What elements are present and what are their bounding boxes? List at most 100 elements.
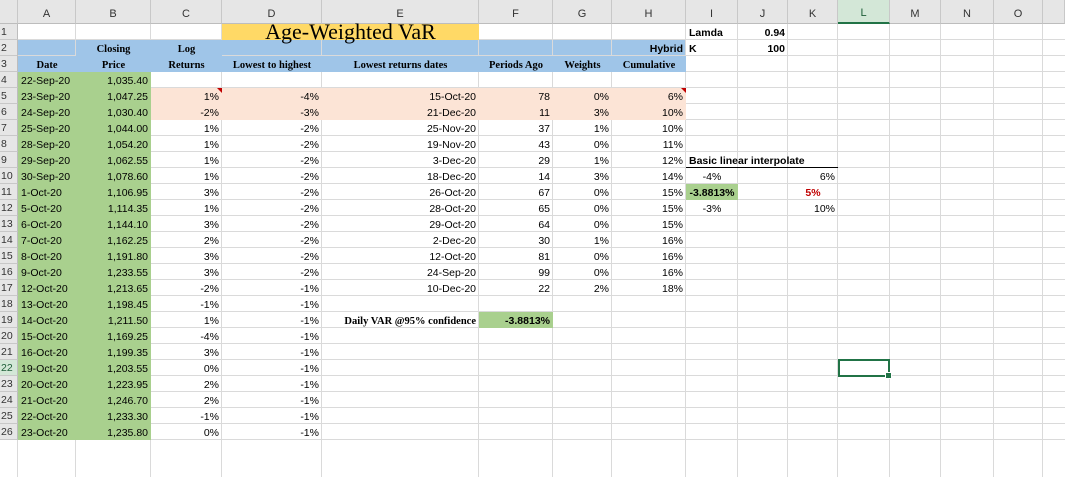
row-header-6[interactable]: 6 <box>0 104 18 120</box>
row-header-21[interactable]: 21 <box>0 344 18 360</box>
lowest-return-cell[interactable]: -1% <box>300 363 319 375</box>
column-header-E[interactable]: E <box>322 0 479 24</box>
sheet-title[interactable]: Age-Weighted VaR <box>265 19 436 44</box>
header-periods-ago[interactable]: Periods Ago <box>489 60 543 71</box>
column-header-O[interactable]: O <box>994 0 1043 24</box>
weight-cell[interactable]: 0% <box>593 91 609 103</box>
column-header-A[interactable]: A <box>18 0 76 24</box>
date-cell[interactable]: 19-Oct-20 <box>21 363 68 375</box>
row-header-8[interactable]: 8 <box>0 136 18 152</box>
row-header-5[interactable]: 5 <box>0 88 18 104</box>
var-label[interactable]: Daily VAR @95% confidence <box>344 316 476 327</box>
price-cell[interactable]: 1,169.25 <box>107 331 148 343</box>
row-header-25[interactable]: 25 <box>0 408 18 424</box>
lowest-return-cell[interactable]: -1% <box>300 299 319 311</box>
cumulative-cell[interactable]: 15% <box>661 219 683 231</box>
periods-ago-cell[interactable]: 78 <box>538 91 550 103</box>
header-log-l1[interactable]: Log <box>151 40 222 56</box>
price-cell[interactable]: 1,246.70 <box>107 395 148 407</box>
price-cell[interactable]: 1,044.00 <box>107 123 148 135</box>
weight-cell[interactable]: 0% <box>593 203 609 215</box>
log-return-cell[interactable]: 2% <box>203 379 219 391</box>
price-cell[interactable]: 1,213.65 <box>107 283 148 295</box>
date-cell[interactable]: 13-Oct-20 <box>21 299 68 311</box>
cumulative-cell[interactable]: 10% <box>661 107 683 119</box>
log-return-cell[interactable]: 1% <box>203 139 219 151</box>
cumulative-cell[interactable]: 14% <box>661 171 683 183</box>
periods-ago-cell[interactable]: 22 <box>538 283 550 295</box>
lowest-return-cell[interactable]: -2% <box>300 123 319 135</box>
lowest-return-cell[interactable]: -2% <box>300 267 319 279</box>
weight-cell[interactable]: 3% <box>593 107 609 119</box>
price-cell[interactable]: 1,144.10 <box>107 219 148 231</box>
cumulative-cell[interactable]: 11% <box>662 139 683 151</box>
row-header-11[interactable]: 11 <box>0 184 18 200</box>
column-header-I[interactable]: I <box>686 0 738 24</box>
price-cell[interactable]: 1,106.95 <box>107 187 148 199</box>
cumulative-cell[interactable]: 6% <box>612 88 686 104</box>
lowest-date-cell[interactable]: 10-Dec-20 <box>426 283 476 295</box>
date-cell[interactable]: 6-Oct-20 <box>21 219 62 231</box>
log-return-cell[interactable]: 2% <box>203 235 219 247</box>
price-cell[interactable]: 1,235.80 <box>107 427 148 439</box>
price-cell[interactable]: 1,162.25 <box>107 235 148 247</box>
date-cell[interactable]: 25-Sep-20 <box>21 123 71 135</box>
periods-ago-cell[interactable]: 67 <box>538 187 550 199</box>
row-header-20[interactable]: 20 <box>0 328 18 344</box>
log-return-cell[interactable]: 2% <box>203 395 219 407</box>
log-return-cell[interactable]: 1% <box>203 155 219 167</box>
lowest-return-cell[interactable]: -3% <box>300 107 319 119</box>
date-cell[interactable]: 14-Oct-20 <box>21 315 68 327</box>
row-header-7[interactable]: 7 <box>0 120 18 136</box>
interp-r3-right[interactable]: 10% <box>813 203 835 215</box>
interp-r2-right[interactable]: 5% <box>805 187 821 199</box>
cumulative-cell[interactable]: 16% <box>661 267 683 279</box>
lowest-date-cell[interactable]: 18-Dec-20 <box>426 171 476 183</box>
header-lowest-dates[interactable]: Lowest returns dates <box>353 60 448 71</box>
lowest-return-cell[interactable]: -2% <box>300 251 319 263</box>
periods-ago-cell[interactable]: 81 <box>538 251 550 263</box>
date-cell[interactable]: 30-Sep-20 <box>21 171 71 183</box>
lowest-return-cell[interactable]: -2% <box>300 171 319 183</box>
lowest-date-cell[interactable]: 21-Dec-20 <box>426 107 476 119</box>
fill-handle[interactable] <box>885 372 892 379</box>
date-cell[interactable]: 24-Sep-20 <box>21 107 71 119</box>
price-cell[interactable]: 1,199.35 <box>107 347 148 359</box>
selected-cell-L22[interactable] <box>838 359 892 379</box>
price-cell[interactable]: 1,211.50 <box>107 315 148 327</box>
column-header-H[interactable]: H <box>612 0 686 24</box>
lowest-date-cell[interactable]: 28-Oct-20 <box>429 203 476 215</box>
date-cell[interactable]: 29-Sep-20 <box>21 155 71 167</box>
date-cell[interactable]: 21-Oct-20 <box>21 395 68 407</box>
lowest-return-cell[interactable]: -2% <box>300 155 319 167</box>
date-cell[interactable]: 23-Sep-20 <box>21 91 71 103</box>
lowest-return-cell[interactable]: -2% <box>300 235 319 247</box>
cumulative-cell[interactable]: 18% <box>661 283 683 295</box>
interp-r1-left[interactable]: -4% <box>702 171 722 183</box>
price-cell[interactable]: 1,191.80 <box>107 251 148 263</box>
lowest-date-cell[interactable]: 2-Dec-20 <box>432 235 476 247</box>
lowest-date-cell[interactable]: 25-Nov-20 <box>426 123 476 135</box>
date-cell[interactable]: 9-Oct-20 <box>21 267 62 279</box>
lowest-return-cell[interactable]: -2% <box>300 187 319 199</box>
lowest-return-cell[interactable]: -1% <box>300 427 319 439</box>
hybrid-label[interactable]: Hybrid <box>649 43 683 55</box>
lowest-return-cell[interactable]: -4% <box>300 91 319 103</box>
periods-ago-cell[interactable]: 14 <box>538 171 550 183</box>
row-header-13[interactable]: 13 <box>0 216 18 232</box>
cumulative-cell[interactable]: 15% <box>661 187 683 199</box>
row-header-14[interactable]: 14 <box>0 232 18 248</box>
periods-ago-cell[interactable]: 37 <box>538 123 550 135</box>
price-cell[interactable]: 1,114.35 <box>107 203 148 215</box>
column-header-L[interactable]: L <box>838 0 890 24</box>
log-return-cell[interactable]: 1% <box>203 203 219 215</box>
row-header-9[interactable]: 9 <box>0 152 18 168</box>
header-date[interactable]: Date <box>36 60 58 71</box>
row-header-19[interactable]: 19 <box>0 312 18 328</box>
k-value[interactable]: 100 <box>767 43 785 55</box>
lowest-date-cell[interactable]: 12-Oct-20 <box>429 251 476 263</box>
lamda-label[interactable]: Lamda <box>689 27 723 39</box>
date-cell[interactable]: 8-Oct-20 <box>21 251 62 263</box>
log-return-cell[interactable]: 3% <box>203 251 219 263</box>
weight-cell[interactable]: 0% <box>593 267 609 279</box>
